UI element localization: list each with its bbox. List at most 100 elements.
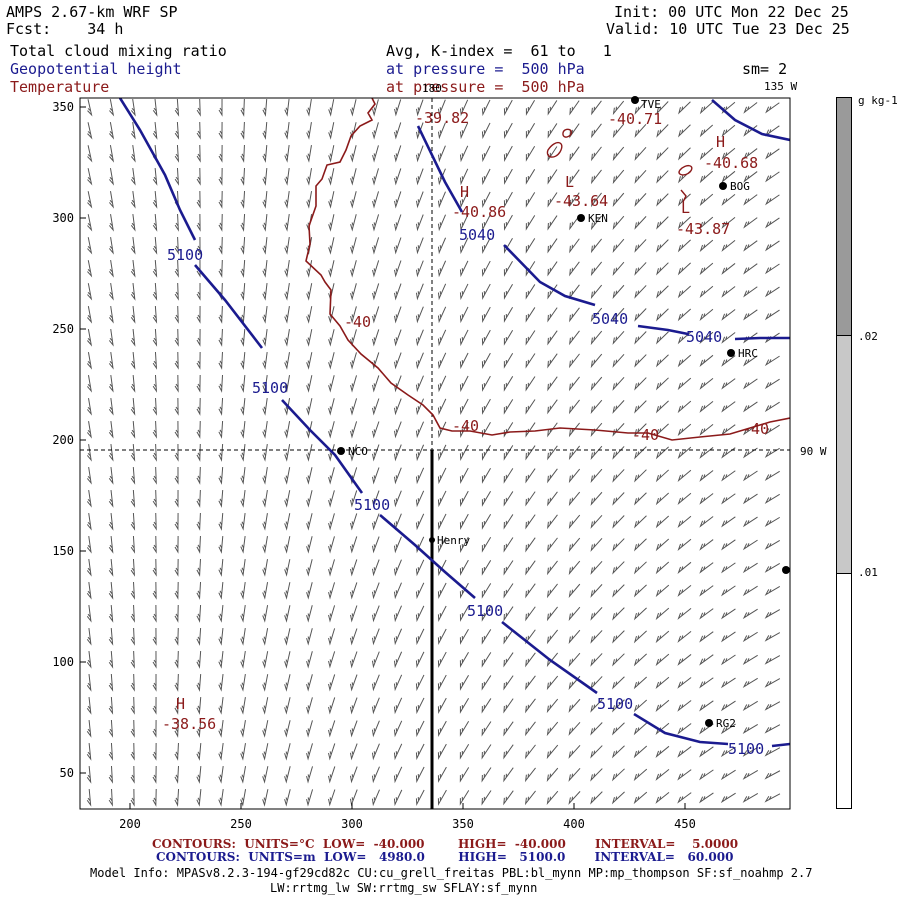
wind-barb [547,307,558,323]
wind-barb [218,236,223,255]
wind-barb [130,650,135,669]
wind-barb [328,674,336,692]
wind-barb [655,538,670,552]
wind-barb [394,122,402,140]
wind-barb [481,560,492,576]
wind-barb [394,168,402,186]
wind-barb [503,721,514,737]
wind-barb [240,536,246,554]
wind-barb [721,355,736,367]
wind-barb [633,791,648,805]
wind-barb [742,700,758,711]
wind-barb [262,536,268,554]
wind-barb [415,467,425,485]
wind-barb [677,308,692,322]
wind-barb [174,397,179,416]
wind-barb [152,167,158,186]
wind-barb [699,331,714,344]
wind-barb [393,651,403,669]
wind-barb [655,469,669,483]
wind-barb [525,192,536,208]
wind-barb [240,328,246,347]
wind-barb [394,306,402,324]
wind-barb [415,490,425,508]
wind-barb [130,191,136,209]
wind-barb [87,145,93,163]
wind-barb [152,351,158,370]
extrema-labels: H -40.86 L -43.64 H -40.68 L -43.87 -40.… [162,109,758,733]
wind-barb [306,513,313,531]
wind-barb [108,352,114,370]
wind-barb [525,606,536,622]
wind-barb [394,191,402,209]
wind-barb [459,559,469,576]
wind-barb [655,377,669,391]
wind-barb [306,490,313,508]
wind-barb [612,561,625,575]
wind-barb [481,283,491,300]
map-frame [79,97,791,810]
wind-barb [677,723,692,735]
wind-barb [634,146,647,161]
wind-barb [503,698,514,714]
wind-barb [459,605,469,622]
wind-barb [328,789,336,807]
wind-barb [371,766,380,784]
wind-barb [720,700,736,712]
wind-barb [262,766,269,784]
wind-barb [699,147,714,161]
wind-barb [86,719,92,738]
wind-barb [459,467,469,484]
temp-label: -40 [452,417,479,435]
wind-barb [655,492,670,506]
wind-barb [590,330,603,346]
wind-barb [568,537,581,553]
wind-barb [262,306,268,324]
wind-barb [546,790,559,806]
wind-barb [130,466,136,485]
wind-barb [481,698,492,714]
wind-barb [656,308,669,322]
wind-barb [415,191,424,209]
wind-barb [415,237,424,255]
wind-barb [764,424,780,436]
wind-barb [546,629,559,645]
extremum-value: -39.82 [415,109,469,127]
y-tick-label: 50 [60,766,74,780]
wind-barb [742,493,758,505]
wind-barb [415,444,425,462]
wind-barb [525,353,536,369]
wind-barb [174,305,179,324]
wind-barb [459,790,470,806]
y-tick-label: 300 [52,211,74,225]
wind-barb [765,171,780,183]
wind-barb [459,283,469,301]
height-contour-5100-seg3 [281,399,364,494]
wind-barb [218,328,223,347]
wind-barb [240,190,246,209]
wind-barb [743,194,758,206]
wind-barb [721,539,736,551]
wind-barb [87,260,93,278]
wind-barb [743,401,758,413]
wind-barb [196,765,202,784]
smoothing: sm= 2 [742,60,788,78]
wind-barb [590,768,603,782]
wind-barb [459,99,469,117]
wind-barb [306,628,313,646]
wind-barb [306,444,313,462]
wind-barb [393,605,403,623]
wind-barb [437,398,447,416]
wind-barb [240,259,246,278]
wind-barb [437,766,447,783]
wind-barb [108,719,114,738]
wind-barb [612,100,625,116]
wind-barb [742,539,758,551]
wind-barb [525,675,536,691]
wind-barb [656,285,669,299]
wind-barb [328,697,336,715]
wind-barb [503,376,514,392]
wind-barb [152,443,157,462]
wind-barb [656,239,669,253]
wind-barb [174,604,179,623]
